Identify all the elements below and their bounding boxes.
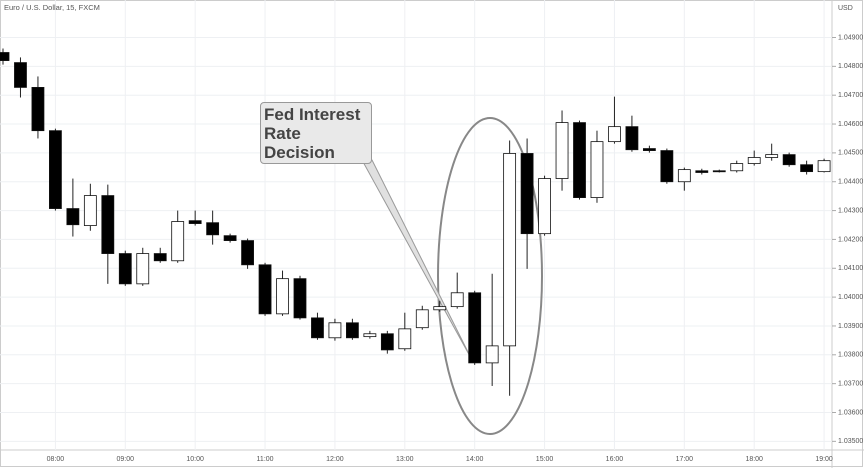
candle-body (49, 130, 62, 209)
candle-body (520, 153, 534, 235)
candle-body (153, 253, 167, 262)
x-tick-label: 18:00 (745, 456, 763, 463)
candle-body (660, 150, 674, 183)
candle-body (345, 322, 359, 339)
x-tick-label: 16:00 (606, 456, 624, 463)
candle-body (555, 122, 569, 179)
candle-body (66, 208, 80, 226)
candle-body (800, 164, 814, 173)
x-tick-label: 14:00 (466, 456, 484, 463)
x-tick-label: 08:00 (47, 456, 65, 463)
candle-body (433, 306, 447, 311)
candle-body (223, 235, 237, 241)
y-tick-label: 1.04800 (838, 63, 863, 70)
candle-body (31, 87, 45, 132)
candle-body (118, 253, 132, 285)
candle-body (171, 221, 185, 262)
currency-label: USD (838, 5, 853, 12)
x-tick-label: 13:00 (396, 456, 414, 463)
x-tick-label: 11:00 (257, 456, 274, 463)
y-tick-label: 1.04400 (838, 179, 863, 186)
candle-body (782, 154, 796, 166)
candle-body (468, 292, 482, 364)
candle-body (503, 153, 517, 347)
candle-body (695, 170, 709, 173)
candle-body (276, 278, 289, 315)
candle-body (398, 328, 412, 350)
y-tick-label: 1.03500 (838, 438, 863, 445)
y-tick-label: 1.04000 (838, 294, 863, 301)
annotation: Fed Interest Rate Decision (260, 102, 372, 164)
candle-body (328, 322, 342, 339)
candle-body (712, 170, 726, 173)
candle-body (258, 264, 272, 315)
candle-body (0, 52, 10, 61)
candle-body (642, 148, 656, 151)
candle-body (380, 333, 394, 351)
candle-body (625, 126, 639, 151)
candle-body (188, 220, 202, 224)
x-tick-label: 12:00 (326, 456, 344, 463)
x-tick-label: 15:00 (536, 456, 554, 463)
candle-body (83, 195, 97, 226)
candle-body (293, 278, 307, 319)
y-tick-label: 1.04300 (838, 207, 863, 214)
y-tick-label: 1.04100 (838, 265, 863, 272)
y-tick-label: 1.03800 (838, 352, 863, 359)
callout-pointer (361, 159, 473, 361)
y-tick-label: 1.04200 (838, 236, 863, 243)
x-tick-label: 10:00 (186, 456, 204, 463)
candle-body (415, 309, 429, 329)
candle-body (101, 195, 115, 254)
candle-body (573, 122, 586, 198)
candle-body (765, 154, 779, 158)
candle-body (136, 253, 150, 285)
candle-body (363, 333, 377, 338)
y-tick-label: 1.04900 (838, 34, 863, 41)
candle-body (730, 163, 744, 172)
candle-body (14, 62, 27, 88)
candle-body (817, 160, 831, 173)
chart-title: Euro / U.S. Dollar, 15, FXCM (4, 3, 100, 12)
candle-body (608, 126, 621, 143)
candle-body (241, 240, 254, 266)
y-tick-label: 1.04600 (838, 121, 863, 128)
y-tick-label: 1.03600 (838, 409, 863, 416)
highlight-ellipse (437, 117, 543, 435)
candle-body (450, 292, 464, 308)
candle-body (590, 141, 604, 198)
y-tick-label: 1.03700 (838, 380, 863, 387)
candle-body (677, 169, 691, 183)
candle-body (485, 345, 499, 364)
x-tick-label: 17:00 (676, 456, 694, 463)
candle-body (311, 317, 324, 339)
y-tick-label: 1.04700 (838, 92, 863, 99)
y-tick-label: 1.03900 (838, 323, 863, 330)
x-tick-label: 09:00 (117, 456, 135, 463)
x-tick-label: 19:00 (815, 456, 833, 463)
candle-body (538, 178, 551, 235)
y-tick-label: 1.04500 (838, 150, 863, 157)
candle-body (747, 157, 761, 164)
candle-body (206, 222, 220, 236)
